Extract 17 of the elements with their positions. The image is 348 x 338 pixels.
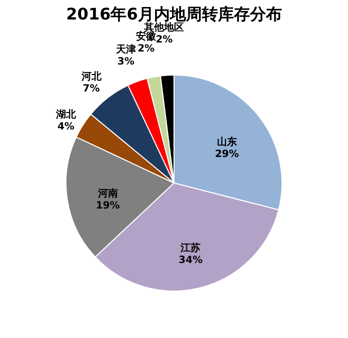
slice-label: 其他地区 <box>143 21 184 34</box>
chart-title: 2016年6月内地周转库存分布 <box>66 4 282 24</box>
data-label: 2% <box>138 44 155 55</box>
data-label: 2% <box>156 34 173 46</box>
slice-label: 山东 <box>216 136 237 148</box>
data-label: 3% <box>117 56 134 68</box>
slice-label: 安徽 <box>136 30 158 43</box>
slice-label: 河北 <box>80 70 102 82</box>
data-label: 34% <box>178 254 203 266</box>
slice-label: 湖北 <box>54 108 77 120</box>
data-label: 19% <box>96 200 120 212</box>
slice-label: 河南 <box>96 187 118 200</box>
data-label: 29% <box>214 148 239 160</box>
data-label: 4% <box>57 121 74 132</box>
slice-label: 天津 <box>114 43 136 56</box>
data-label: 7% <box>82 83 100 94</box>
slice-label: 江苏 <box>180 242 201 254</box>
